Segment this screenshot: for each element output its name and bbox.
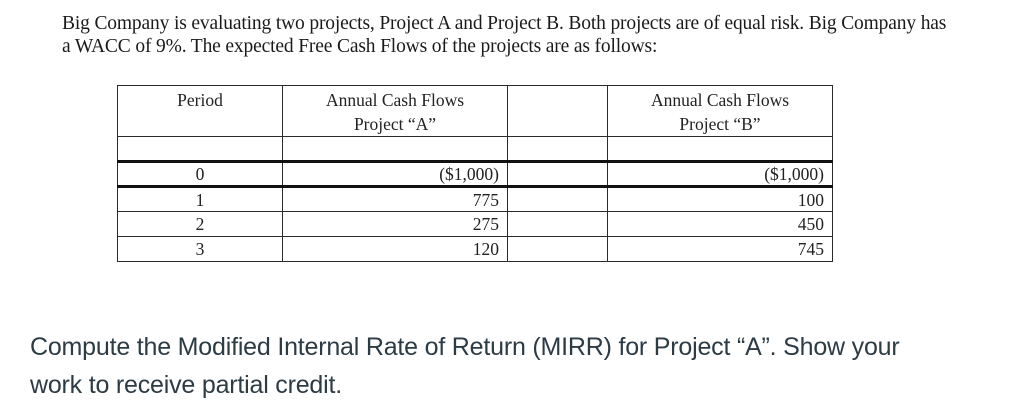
period-cell: 1 [117,186,283,212]
project-b-cash-flow: ($1,000) [607,161,833,188]
spacer-cell [282,136,508,163]
project-b-cash-flow: 450 [607,211,833,237]
blank-cell [507,186,608,212]
header-project-a: Annual Cash Flows Project “A” [282,85,508,137]
project-b-cash-flow: 745 [607,236,833,262]
spacer-cell [507,136,608,163]
question-line-2: work to receive partial credit. [30,371,342,399]
project-a-cash-flow: 120 [282,236,508,262]
header-period: Period [117,85,283,137]
period-cell: 3 [117,236,283,262]
intro-line-1: Big Company is evaluating two projects, … [62,13,947,34]
problem-intro: Big Company is evaluating two projects, … [62,12,1022,58]
table-row: 2 275 450 [117,211,833,237]
intro-line-2: a WACC of 9%. The expected Free Cash Flo… [62,36,658,57]
blank-cell [507,211,608,237]
spacer-cell [607,136,833,163]
table-spacer-row [117,136,833,163]
header-project-b: Annual Cash Flows Project “B” [607,85,833,137]
project-b-cash-flow: 100 [607,186,833,212]
question-prompt: Compute the Modified Internal Rate of Re… [30,328,1020,404]
blank-cell [507,236,608,262]
table-row: 1 775 100 [117,186,833,212]
spacer-cell [117,136,283,163]
period-cell: 0 [117,161,283,188]
project-a-cash-flow: 275 [282,211,508,237]
table-row: 3 120 745 [117,236,833,262]
table-row: 0 ($1,000) ($1,000) [117,161,833,188]
table-header-row: Period Annual Cash Flows Project “A” Ann… [117,85,833,137]
question-line-1: Compute the Modified Internal Rate of Re… [30,333,900,361]
project-a-cash-flow: 775 [282,186,508,212]
blank-cell [507,161,608,188]
cash-flow-table: Period Annual Cash Flows Project “A” Ann… [117,85,833,262]
period-cell: 2 [117,211,283,237]
header-blank [507,85,608,137]
project-a-cash-flow: ($1,000) [282,161,508,188]
